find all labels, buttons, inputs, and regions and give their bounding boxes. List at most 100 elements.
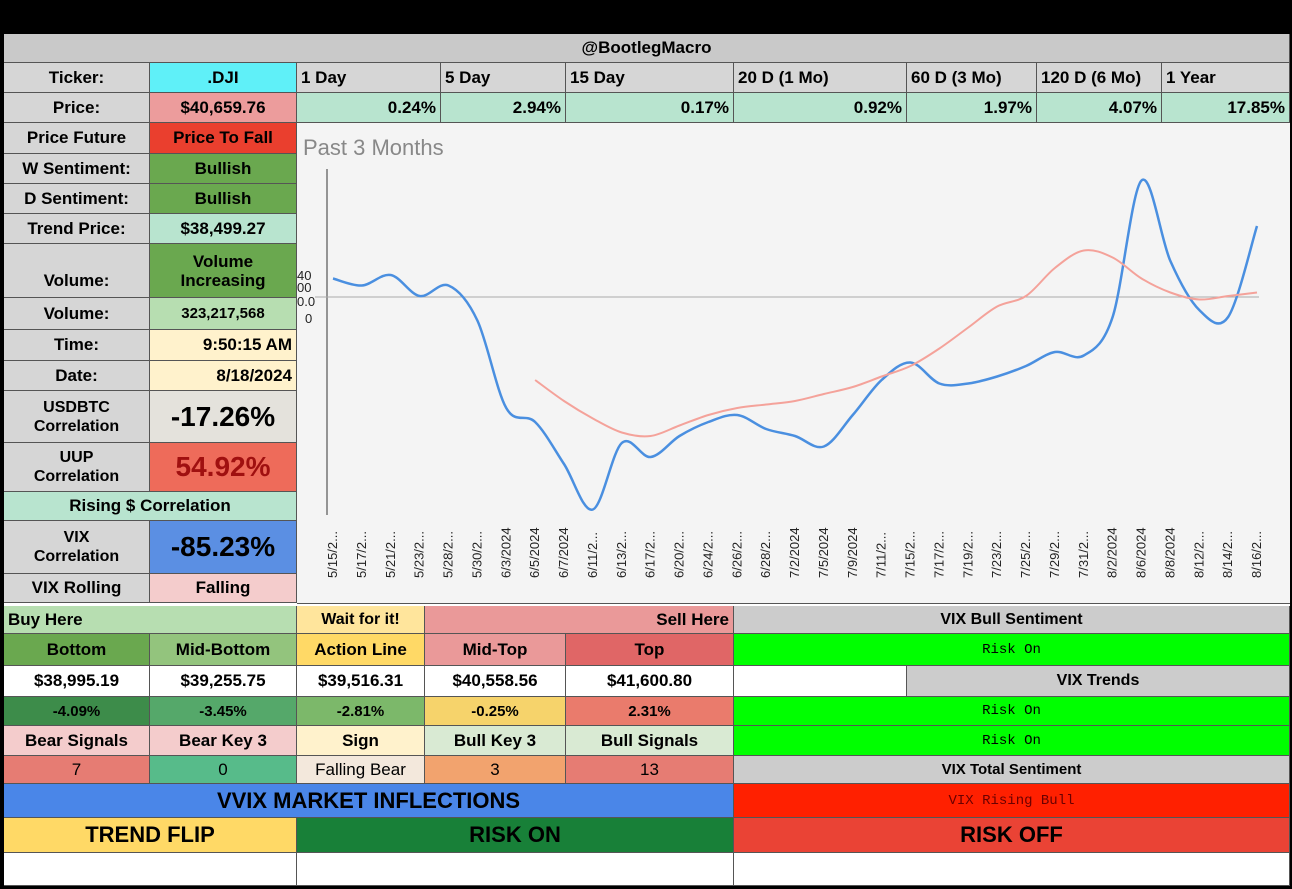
period-value: 0.17% [566,93,734,123]
top-price: $41,600.80 [566,666,734,697]
d-sentiment-value: Bullish [150,184,297,214]
uup-label-line-2: Correlation [33,468,120,485]
usdbtc-label-line-2: Correlation [33,417,120,435]
usdbtc-label: USDBTC Correlation [4,391,150,443]
vix-total-sentiment-label: VIX Total Sentiment [734,756,1290,784]
x-tick-label: 8/8/2024 [1162,527,1177,578]
period-value: 1.97% [907,93,1037,123]
price-future-label: Price Future [4,123,150,154]
volume-count-value: 323,217,568 [150,298,297,330]
date-label: Date: [4,361,150,391]
period-header: 60 D (3 Mo) [907,63,1037,93]
bull-key-3-value: 3 [425,756,566,784]
volume-count-label: Volume: [4,298,150,330]
uup-label: UUP Correlation [4,443,150,492]
vix-rolling-value: Falling [150,574,297,603]
risk-off-label: RISK OFF [734,818,1290,853]
mid-bottom-header: Mid-Bottom [150,634,297,666]
sign-header: Sign [297,726,425,756]
x-tick-label: 6/3/2024 [498,527,513,578]
usdbtc-value: -17.26% [150,391,297,443]
vix-bull-sentiment-value: Risk On [734,634,1290,666]
w-sentiment-label: W Sentiment: [4,154,150,184]
vix-correlation-label-line-2: Correlation [33,548,120,565]
action-line-price: $39,516.31 [297,666,425,697]
period-value: 2.94% [441,93,566,123]
mid-bottom-price: $39,255.75 [150,666,297,697]
x-tick-label: 8/14/2... [1220,531,1235,578]
x-tick-label: 7/25/2... [1018,531,1033,578]
ticker-value[interactable]: .DJI [150,63,297,93]
vvix-title: VVIX MARKET INFLECTIONS [4,784,734,818]
period-header: 120 D (6 Mo) [1037,63,1162,93]
vix-trends-blank [734,666,907,697]
x-tick-label: 6/7/2024 [556,527,571,578]
x-tick-label: 6/26/2... [729,531,744,578]
x-tick-label: 5/30/2... [469,531,484,578]
vix-total-sentiment-value: VIX Rising Bull [734,784,1290,818]
risk-on-label: RISK ON [297,818,734,853]
y-tick-label: 00 [297,280,311,295]
x-tick-label: 6/17/2... [643,531,658,578]
vix-trend-2: Risk On [734,726,1290,756]
x-tick-label: 5/15/2... [325,531,340,578]
buy-here-label: Buy Here [4,606,297,634]
mid-top-pct: -0.25% [425,697,566,726]
sign-value: Falling Bear [297,756,425,784]
x-tick-label: 7/19/2... [960,531,975,578]
x-tick-label: 7/9/2024 [845,527,860,578]
vix-correlation-label-line-1: VIX [63,529,90,546]
mid-top-header: Mid-Top [425,634,566,666]
vix-trends-label: VIX Trends [907,666,1290,697]
chart-title: Past 3 Months [303,135,444,160]
action-line-header: Action Line [297,634,425,666]
period-value: 0.92% [734,93,907,123]
x-tick-label: 8/16/2... [1249,531,1264,578]
time-label: Time: [4,330,150,361]
series-line [332,178,1259,511]
x-tick-label: 6/20/2... [672,531,687,578]
x-tick-label: 7/11/2... [874,532,889,578]
trend-flip-label: TREND FLIP [4,818,297,853]
x-tick-label: 6/24/2... [700,531,715,578]
period-header: 5 Day [441,63,566,93]
bottom-header: Bottom [4,634,150,666]
volume-trend-value: Volume Increasing [150,244,297,298]
uup-label-line-1: UUP [59,449,94,466]
x-tick-label: 5/28/2... [441,531,456,578]
rising-dollar-correlation: Rising $ Correlation [4,492,297,521]
wait-label: Wait for it! [297,606,425,634]
x-tick-label: 7/15/2... [903,531,918,578]
risk-off-value[interactable] [734,853,1290,886]
volume-trend-line-2: Increasing [180,270,266,290]
price-chart: Past 3 Months 40 00 0.0 0 5/15/2... 5/17/2...… [297,123,1290,604]
sell-here-label: Sell Here [425,606,734,634]
top-header: Top [566,634,734,666]
usdbtc-label-line-1: USDBTC [43,398,110,416]
bottom-price: $38,995.19 [4,666,150,697]
x-tick-label: 7/17/2... [931,531,946,578]
trend-flip-value[interactable] [4,853,297,886]
bear-signals-value: 7 [4,756,150,784]
risk-on-value[interactable] [297,853,734,886]
time-value: 9:50:15 AM [150,330,297,361]
period-header: 1 Day [297,63,441,93]
x-tick-label: 7/23/2... [989,531,1004,578]
x-tick-label: 5/23/2... [412,531,427,578]
bottom-pct: -4.09% [4,697,150,726]
series-line [534,249,1258,438]
vix-correlation-label: VIX Correlation [4,521,150,574]
mid-top-price: $40,558.56 [425,666,566,697]
price-future-value: Price To Fall [150,123,297,154]
x-tick-label: 8/6/2024 [1134,527,1149,578]
trend-price-label: Trend Price: [4,214,150,244]
period-header: 20 D (1 Mo) [734,63,907,93]
period-header: 15 Day [566,63,734,93]
vix-bull-sentiment-label: VIX Bull Sentiment [734,606,1290,634]
ticker-label: Ticker: [4,63,150,93]
bull-signals-header: Bull Signals [566,726,734,756]
dashboard-title: @BootlegMacro [4,34,1290,63]
date-value: 8/18/2024 [150,361,297,391]
y-tick-label: 40 [297,268,311,283]
bear-signals-header: Bear Signals [4,726,150,756]
